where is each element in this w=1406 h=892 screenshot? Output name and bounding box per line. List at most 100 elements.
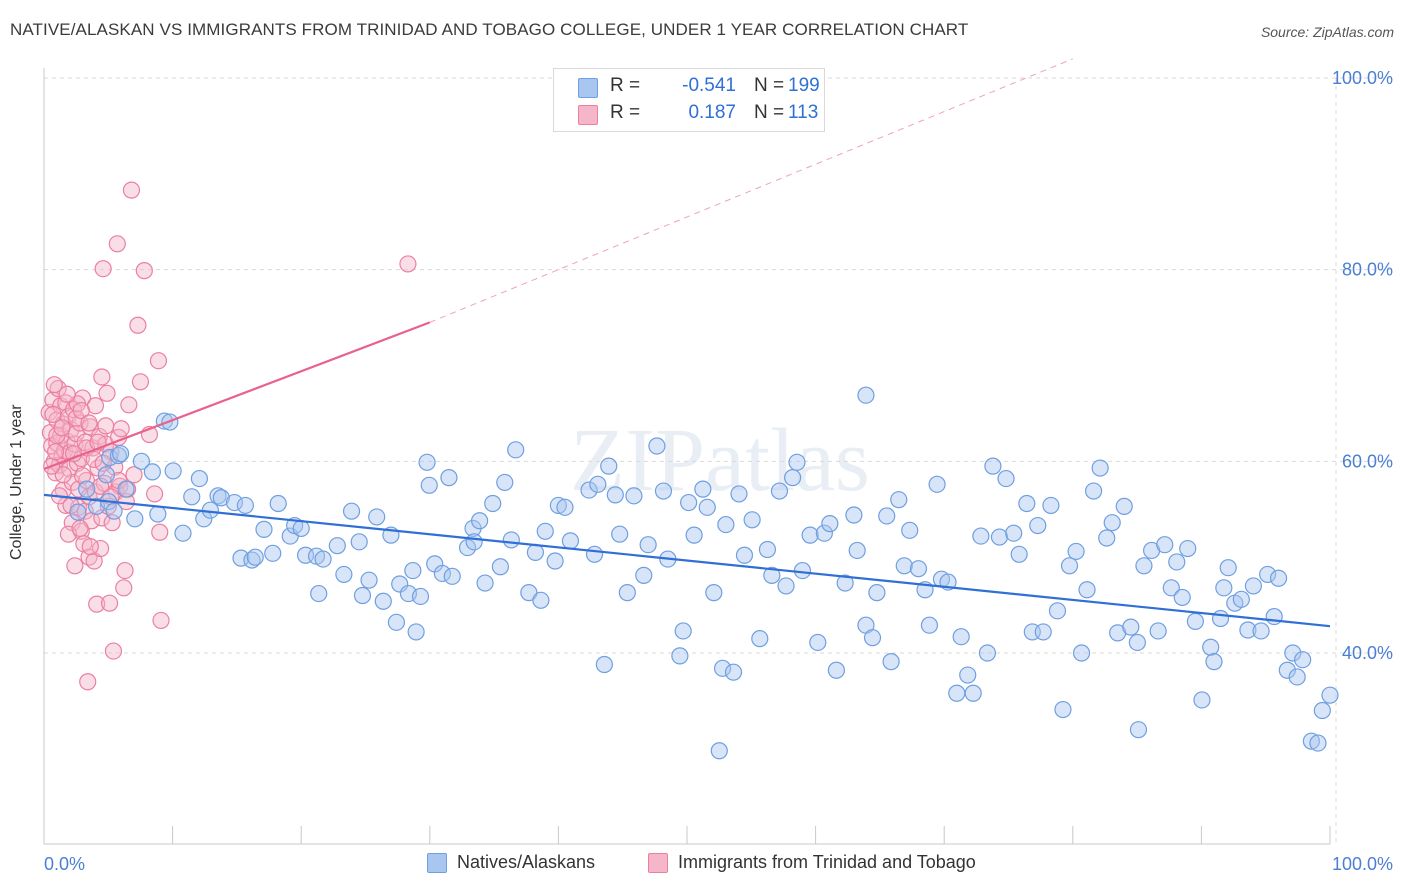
- blue-point: [246, 548, 264, 566]
- blue-point: [639, 536, 657, 554]
- blue-point: [465, 533, 483, 551]
- watermark: ZIPatlas: [570, 411, 870, 510]
- blue-point: [443, 567, 461, 585]
- blue-point: [183, 488, 201, 506]
- pink-point: [54, 466, 72, 484]
- blue-point: [1162, 579, 1180, 597]
- blue-point: [243, 551, 261, 569]
- legend-label: Immigrants from Trinidad and Tobago: [678, 852, 976, 872]
- blue-point: [600, 457, 618, 475]
- blue-point: [549, 496, 568, 515]
- blue-point: [536, 522, 554, 540]
- blue-point: [117, 480, 135, 498]
- blue-series-points: [69, 386, 1339, 760]
- blue-point: [350, 533, 368, 551]
- blue-point: [1091, 459, 1109, 477]
- pink-point: [80, 414, 98, 432]
- pink-swatch: [648, 853, 668, 873]
- blue-point: [654, 482, 673, 500]
- blue-point: [502, 531, 520, 549]
- blue-point: [793, 561, 812, 580]
- blue-point: [561, 532, 580, 550]
- blue-point: [391, 575, 409, 593]
- blue-point: [674, 622, 692, 640]
- blue-point: [589, 475, 607, 493]
- blue-point: [717, 515, 735, 534]
- blue-point: [1211, 609, 1230, 628]
- blue-point: [292, 519, 310, 538]
- blue-point: [1042, 496, 1060, 515]
- blue-point: [868, 584, 886, 602]
- blue-point: [1321, 686, 1339, 704]
- blue-point: [353, 586, 372, 605]
- blue-point: [1005, 524, 1023, 542]
- blue-point: [1173, 588, 1191, 607]
- pink-point: [112, 420, 130, 438]
- blue-point: [635, 566, 653, 584]
- blue-point: [314, 550, 332, 568]
- pink-point: [73, 467, 92, 485]
- blue-point: [78, 480, 96, 498]
- blue-point: [1129, 721, 1148, 739]
- blue-point: [556, 498, 574, 516]
- pink-point: [135, 262, 153, 280]
- pink-point: [399, 255, 417, 273]
- blue-point: [758, 540, 777, 559]
- x-tick-label: 100.0%: [1332, 854, 1393, 874]
- blue-point: [1302, 732, 1320, 750]
- blue-point: [625, 487, 643, 505]
- blue-point: [671, 647, 689, 665]
- blue-point: [1149, 622, 1167, 640]
- y-tick-label: 80.0%: [1342, 260, 1393, 280]
- blue-point: [1010, 545, 1028, 563]
- blue-point: [648, 437, 666, 455]
- blue-point: [374, 592, 392, 610]
- blue-point: [1313, 701, 1331, 720]
- source-label: Source: ZipAtlas.com: [1260, 24, 1394, 40]
- blue-point: [132, 452, 151, 470]
- blue-point: [440, 469, 458, 487]
- pink-point: [46, 443, 65, 461]
- blue-point: [618, 584, 636, 602]
- blue-point: [1259, 565, 1277, 584]
- blue-point: [526, 543, 545, 561]
- blue-point: [387, 613, 406, 631]
- blue-point: [1018, 494, 1036, 513]
- blue-point: [546, 552, 564, 570]
- pink-point: [129, 316, 147, 334]
- blue-point: [1098, 529, 1116, 547]
- legend-label: Natives/Alaskans: [457, 852, 596, 872]
- blue-point: [1156, 536, 1174, 554]
- blue-point: [920, 616, 939, 634]
- pink-point: [45, 376, 63, 394]
- blue-point: [520, 584, 538, 602]
- blue-point: [952, 628, 970, 646]
- blue-point: [801, 526, 819, 544]
- stats-legend: R = -0.541 N = 199 R = 0.187 N = 113: [553, 68, 825, 132]
- blue-point: [1278, 661, 1296, 679]
- blue-point: [1103, 514, 1121, 532]
- blue-point: [1269, 569, 1288, 587]
- blue-point: [411, 587, 430, 606]
- blue-point: [694, 480, 712, 498]
- blue-point: [1239, 621, 1257, 639]
- blue-point: [836, 574, 854, 592]
- blue-point: [97, 466, 115, 484]
- r-value: 0.187: [688, 102, 736, 123]
- pink-trend-extension: [429, 58, 1073, 323]
- pink-point: [100, 594, 119, 612]
- pink-point: [58, 385, 76, 403]
- blue-point: [1294, 651, 1312, 669]
- blue-point: [735, 546, 754, 564]
- r-value: -0.541: [682, 75, 736, 96]
- blue-point: [1067, 542, 1085, 561]
- pink-point: [81, 538, 99, 556]
- r-label: R =: [610, 102, 641, 123]
- blue-point: [685, 526, 703, 544]
- blue-point: [1215, 579, 1233, 597]
- blue-point: [978, 644, 997, 662]
- pink-point: [120, 396, 138, 414]
- blue-point: [1168, 553, 1186, 571]
- blue-point: [777, 577, 795, 595]
- blue-point: [815, 524, 833, 542]
